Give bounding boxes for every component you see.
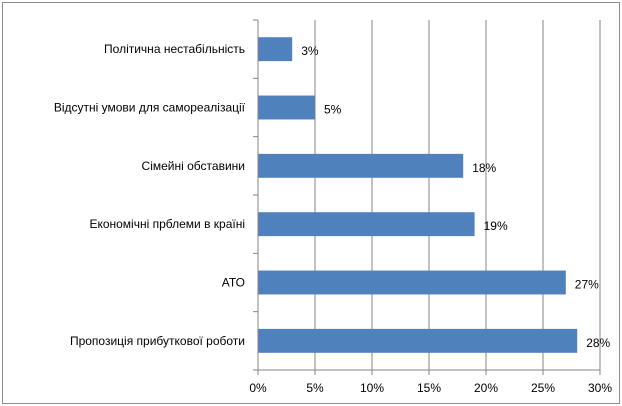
- data-label: 27%: [575, 278, 599, 292]
- category-label: Сімейні обставини: [142, 159, 245, 173]
- bar: [258, 153, 464, 178]
- x-tick-label: 20%: [474, 381, 498, 395]
- bar: [258, 328, 578, 353]
- bar: [258, 270, 566, 295]
- data-label: 5%: [324, 103, 342, 117]
- category-label: Політична нестабільність: [104, 42, 245, 56]
- axes: [253, 19, 601, 375]
- x-tick-label: 10%: [360, 381, 384, 395]
- data-label: 28%: [586, 336, 610, 350]
- data-label: 19%: [484, 219, 508, 233]
- bar: [258, 95, 315, 120]
- x-tick-label: 5%: [306, 381, 324, 395]
- category-label: АТО: [222, 276, 245, 290]
- category-label: Пропозиція прибуткової роботи: [70, 334, 245, 348]
- bar: [258, 212, 475, 237]
- x-tick-label: 15%: [417, 381, 441, 395]
- x-tick-label: 30%: [588, 381, 612, 395]
- x-tick-label: 25%: [531, 381, 555, 395]
- category-label: Економічні прблеми в країні: [89, 217, 245, 231]
- data-label: 3%: [301, 44, 319, 58]
- bars: [258, 37, 578, 353]
- category-label: Відсутні умови для самореалізації: [54, 101, 246, 115]
- labels: 0% 5% 10% 15% 20% 25% 30% Пропозиція прибутково…: [54, 42, 613, 395]
- data-label: 18%: [472, 161, 496, 175]
- bar: [258, 37, 293, 62]
- x-tick-label: 0%: [249, 381, 267, 395]
- gridlines: [314, 20, 601, 370]
